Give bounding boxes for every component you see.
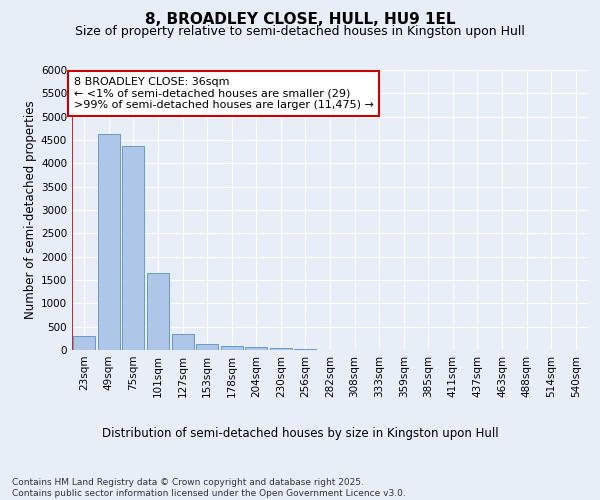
Bar bbox=[245, 347, 268, 350]
Bar bbox=[98, 134, 120, 350]
Bar bbox=[122, 146, 145, 350]
Text: Size of property relative to semi-detached houses in Kingston upon Hull: Size of property relative to semi-detach… bbox=[75, 25, 525, 38]
Bar bbox=[73, 336, 95, 350]
Text: 8, BROADLEY CLOSE, HULL, HU9 1EL: 8, BROADLEY CLOSE, HULL, HU9 1EL bbox=[145, 12, 455, 28]
Text: 8 BROADLEY CLOSE: 36sqm
← <1% of semi-detached houses are smaller (29)
>99% of s: 8 BROADLEY CLOSE: 36sqm ← <1% of semi-de… bbox=[74, 77, 374, 110]
Bar bbox=[295, 349, 316, 350]
Bar bbox=[172, 334, 194, 350]
Bar bbox=[270, 348, 292, 350]
Y-axis label: Number of semi-detached properties: Number of semi-detached properties bbox=[24, 100, 37, 320]
Bar bbox=[196, 344, 218, 350]
Bar bbox=[221, 346, 243, 350]
Bar bbox=[147, 273, 169, 350]
Text: Contains HM Land Registry data © Crown copyright and database right 2025.
Contai: Contains HM Land Registry data © Crown c… bbox=[12, 478, 406, 498]
Text: Distribution of semi-detached houses by size in Kingston upon Hull: Distribution of semi-detached houses by … bbox=[101, 428, 499, 440]
